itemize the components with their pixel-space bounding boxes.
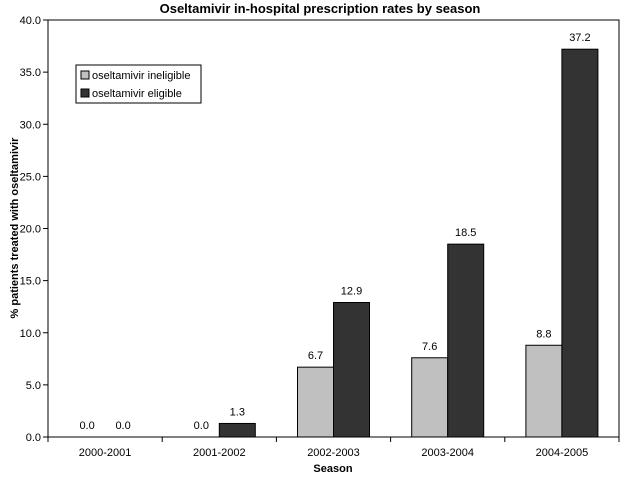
legend-label-ineligible: oseltamivir ineligible [92, 70, 190, 82]
data-label: 37.2 [569, 32, 590, 44]
x-tick-label: 2002-2003 [307, 447, 360, 459]
data-label: 7.6 [422, 341, 437, 353]
bar-eligible [561, 48, 599, 438]
y-tick-label: 35.0 [20, 67, 41, 79]
legend-swatch-ineligible [80, 70, 90, 80]
data-label: 0.0 [115, 420, 130, 432]
x-axis: 2000-2001 2001-2002 2002-2003 2003-2004 2004… [47, 437, 620, 459]
data-label: 0.0 [194, 420, 209, 432]
y-tick-label: 10.0 [20, 328, 41, 340]
y-tick-label: 5.0 [26, 380, 41, 392]
y-tick-label: 15.0 [20, 276, 41, 288]
legend-swatch-eligible [80, 88, 90, 98]
legend-label-eligible: oseltamivir eligible [92, 88, 182, 100]
x-tick-label: 2003-2004 [421, 447, 474, 459]
data-label: 12.9 [341, 286, 362, 298]
y-axis-title: % patients treated with oseltamivir [9, 137, 21, 319]
data-label: 1.3 [230, 406, 245, 418]
data-labels-group: 0.0 0.0 0.0 1.3 6.7 12.9 7.6 18.5 8.8 37.2 [79, 32, 590, 432]
data-label: 0.0 [79, 420, 94, 432]
legend: oseltamivir ineligible oseltamivir eligi… [75, 64, 202, 104]
data-label: 6.7 [308, 350, 323, 362]
legend-box [75, 64, 202, 104]
x-axis-title: Season [313, 463, 352, 475]
bar-ineligible [297, 366, 334, 438]
bar-eligible [333, 302, 370, 438]
y-axis: 0.0 5.0 10.0 15.0 20.0 25.0 30.0 35.0 40.0 [20, 15, 48, 444]
chart-title: Oseltamivir in-hospital prescription rat… [160, 1, 481, 16]
x-tick-label: 2000-2001 [79, 447, 132, 459]
bars-group [218, 48, 599, 438]
y-tick-label: 20.0 [20, 224, 41, 236]
x-tick-label: 2001-2002 [193, 447, 246, 459]
bar-eligible [447, 243, 485, 438]
bar-ineligible [411, 357, 449, 438]
y-tick-label: 25.0 [20, 171, 41, 183]
y-tick-label: 40.0 [20, 15, 41, 27]
y-tick-label: 30.0 [20, 119, 41, 131]
data-label: 18.5 [455, 227, 476, 239]
bar-eligible [218, 422, 256, 438]
x-tick-label: 2004-2005 [536, 447, 589, 459]
y-tick-label: 0.0 [26, 432, 41, 444]
data-label: 8.8 [536, 328, 551, 340]
bar-ineligible [525, 344, 563, 438]
